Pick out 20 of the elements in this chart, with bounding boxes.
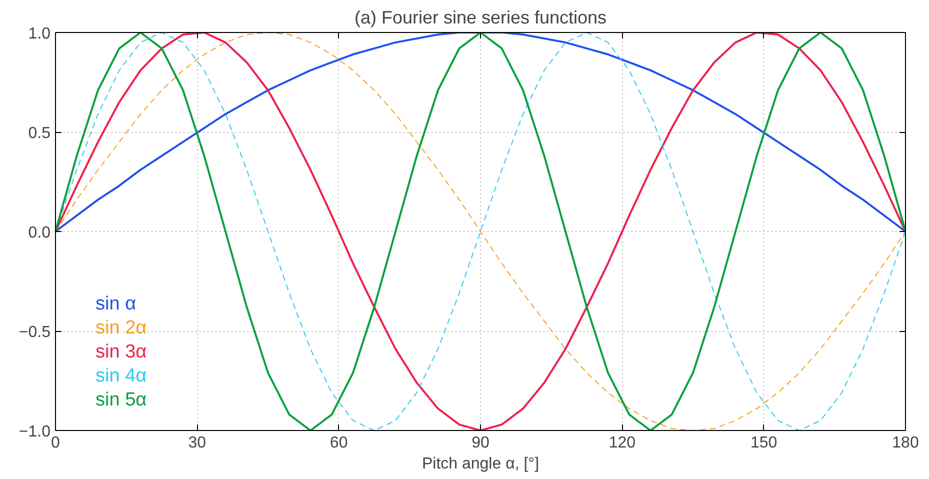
- chart-title: (a) Fourier sine series functions: [354, 8, 607, 28]
- text: sin 4α: [96, 366, 147, 386]
- x-tick-label: 90: [472, 434, 490, 452]
- y-tick-label: 1.0: [28, 26, 51, 42]
- text: sin 2α: [96, 318, 147, 338]
- x-tick-label: 150: [750, 434, 778, 452]
- x-axis-title: Pitch angle α, [°]: [422, 456, 540, 472]
- text: sin 3α: [96, 342, 147, 362]
- text: sin 5α: [96, 390, 147, 410]
- y-tick-label: 0.0: [28, 224, 51, 242]
- x-tick-label: 180: [892, 434, 919, 452]
- text: sin α: [96, 294, 136, 314]
- y-tick-label: −1.0: [18, 424, 51, 440]
- y-tick-label: −0.5: [18, 324, 51, 341]
- x-tick-label: 30: [188, 434, 206, 452]
- x-tick-label: 60: [330, 434, 348, 452]
- line-series: [56, 32, 906, 430]
- x-tick-label: 120: [608, 434, 636, 452]
- x-tick-label: 0: [51, 434, 60, 452]
- y-tick-label: 0.5: [28, 125, 51, 142]
